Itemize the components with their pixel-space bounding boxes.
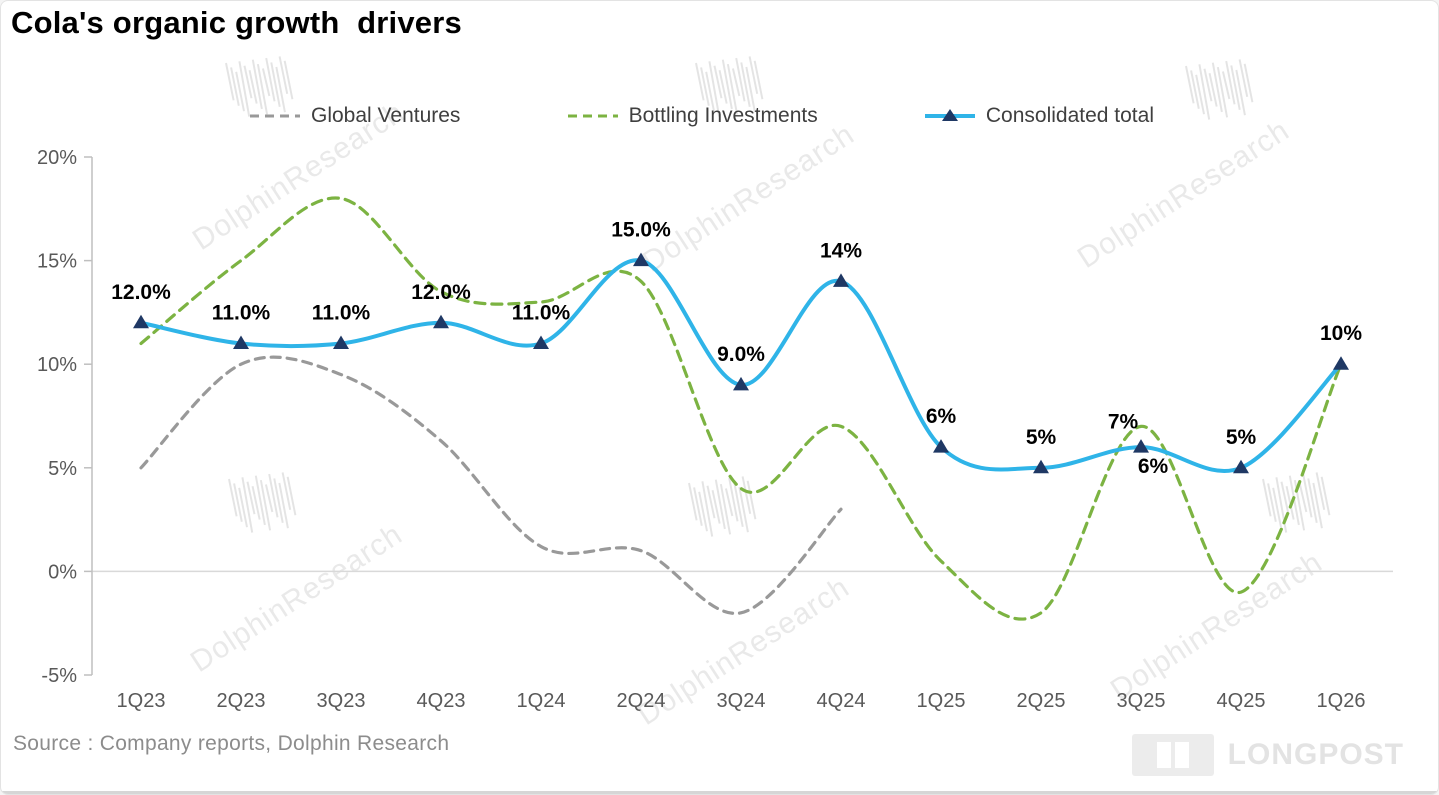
svg-text:9.0%: 9.0%: [717, 343, 765, 366]
svg-text:4Q23: 4Q23: [417, 690, 466, 712]
svg-text:2Q24: 2Q24: [617, 690, 666, 712]
svg-text:11.0%: 11.0%: [312, 301, 371, 324]
legend-item-bottling-investments: Bottling Investments: [567, 104, 818, 128]
svg-text:2Q25: 2Q25: [1017, 690, 1066, 712]
longpost-logo-icon: [1131, 734, 1214, 776]
page-title: Cola's organic growth drivers: [11, 5, 462, 40]
svg-text:1Q26: 1Q26: [1317, 690, 1366, 712]
svg-text:1Q23: 1Q23: [117, 690, 166, 712]
svg-text:15%: 15%: [37, 251, 77, 273]
svg-text:20%: 20%: [37, 147, 77, 169]
svg-text:7%: 7%: [1108, 410, 1139, 433]
svg-text:1Q24: 1Q24: [517, 690, 566, 712]
svg-text:12.0%: 12.0%: [111, 281, 171, 304]
svg-text:3Q24: 3Q24: [717, 690, 766, 712]
blue-line-triangle-marker-icon: [924, 109, 975, 121]
svg-text:15.0%: 15.0%: [611, 219, 671, 242]
legend-label: Bottling Investments: [628, 104, 818, 127]
svg-text:5%: 5%: [48, 458, 77, 480]
svg-text:DolphinResearch: DolphinResearch: [185, 518, 409, 679]
legend-label: Consolidated total: [985, 104, 1154, 127]
dashed-green-line-icon: [567, 114, 618, 118]
svg-text:1Q25: 1Q25: [917, 690, 966, 712]
svg-text:5%: 5%: [1026, 426, 1057, 449]
source-note: Source : Company reports, Dolphin Resear…: [13, 732, 450, 755]
svg-text:6%: 6%: [1138, 455, 1169, 478]
bottom-divider: [1, 791, 1438, 794]
svg-text:4Q24: 4Q24: [817, 690, 866, 712]
dashed-gray-line-icon: [250, 114, 300, 118]
svg-text:6%: 6%: [926, 405, 957, 428]
longpost-logo-text: LONGPOST: [1227, 738, 1404, 771]
svg-text:11.0%: 11.0%: [212, 301, 271, 324]
legend-item-consolidated-total: Consolidated total: [924, 104, 1154, 128]
svg-text:2Q23: 2Q23: [217, 690, 266, 712]
svg-text:0%: 0%: [48, 561, 77, 583]
legend-item-global-ventures: Global Ventures: [249, 104, 460, 128]
svg-text:4Q25: 4Q25: [1217, 690, 1266, 712]
svg-text:14%: 14%: [820, 239, 862, 262]
svg-text:11.0%: 11.0%: [512, 301, 571, 324]
svg-text:10%: 10%: [37, 354, 77, 376]
svg-text:DolphinResearch: DolphinResearch: [1072, 114, 1296, 275]
svg-text:5%: 5%: [1226, 426, 1257, 449]
svg-text:3Q25: 3Q25: [1117, 690, 1166, 712]
svg-text:12.0%: 12.0%: [411, 281, 471, 304]
svg-text:10%: 10%: [1320, 322, 1362, 345]
svg-text:3Q23: 3Q23: [317, 690, 366, 712]
chart-legend: Global Ventures Bottling Investments Con…: [249, 104, 1154, 128]
svg-text:-5%: -5%: [41, 665, 77, 687]
legend-label: Global Ventures: [311, 104, 461, 127]
longpost-logo: LONGPOST: [1131, 734, 1404, 776]
